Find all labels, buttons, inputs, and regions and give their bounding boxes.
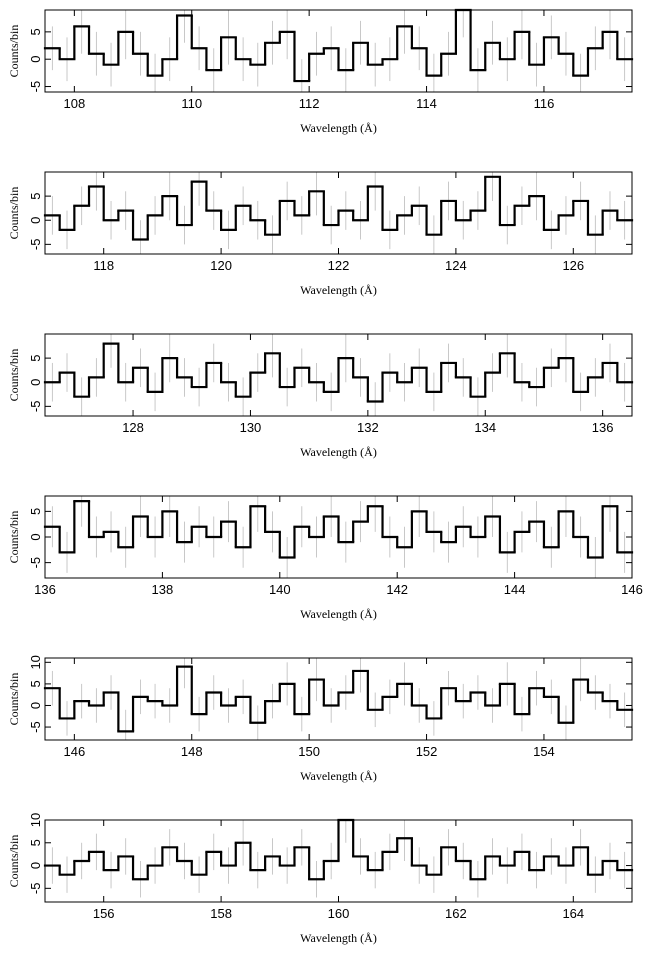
x-tick-label: 150	[298, 744, 320, 759]
x-tick-label: 140	[269, 582, 291, 597]
x-axis-label: Wavelength (Å)	[300, 121, 377, 135]
x-axis-label: Wavelength (Å)	[300, 445, 377, 459]
x-tick-label: 126	[562, 258, 584, 273]
x-axis-label: Wavelength (Å)	[300, 607, 377, 621]
y-tick-label: 5	[28, 355, 43, 362]
y-tick-label: -5	[28, 883, 43, 895]
x-tick-label: 162	[445, 906, 467, 921]
plot-frame	[44, 333, 633, 417]
y-tick-label: 0	[28, 217, 43, 224]
y-axis-label: Counts/bin	[7, 25, 21, 78]
y-axis-label: Counts/bin	[7, 187, 21, 240]
x-tick-label: 146	[621, 582, 643, 597]
x-tick-label: 144	[504, 582, 526, 597]
y-tick-label: 0	[28, 702, 43, 709]
x-tick-label: 120	[210, 258, 232, 273]
y-tick-label: -5	[28, 401, 43, 413]
y-axis-label: Counts/bin	[7, 511, 21, 564]
x-tick-label: 124	[445, 258, 467, 273]
y-axis-label: Counts/bin	[7, 349, 21, 402]
y-tick-label: 0	[28, 533, 43, 540]
y-tick-label: -5	[28, 557, 43, 569]
x-tick-label: 114	[416, 96, 437, 111]
x-tick-label: 146	[63, 744, 85, 759]
x-tick-label: 112	[299, 96, 320, 111]
x-tick-label: 130	[240, 420, 262, 435]
y-tick-label: 0	[28, 379, 43, 386]
x-tick-label: 152	[416, 744, 438, 759]
x-tick-label: 108	[63, 96, 85, 111]
y-tick-label: 5	[28, 839, 43, 846]
y-tick-label: 10	[28, 655, 43, 669]
x-tick-label: 136	[34, 582, 56, 597]
x-axis-label: Wavelength (Å)	[300, 931, 377, 945]
x-tick-label: 134	[474, 420, 496, 435]
x-tick-label: 164	[562, 906, 584, 921]
y-axis-label: Counts/bin	[7, 835, 21, 888]
y-tick-label: 5	[28, 680, 43, 687]
x-tick-label: 110	[181, 96, 202, 111]
x-tick-label: 158	[210, 906, 232, 921]
x-axis-label: Wavelength (Å)	[300, 283, 377, 297]
x-tick-label: 122	[328, 258, 350, 273]
x-axis-label: Wavelength (Å)	[300, 769, 377, 783]
x-tick-label: 118	[93, 258, 114, 273]
x-tick-label: 160	[328, 906, 350, 921]
x-tick-label: 116	[534, 96, 555, 111]
y-tick-label: 0	[28, 862, 43, 869]
y-tick-label: 5	[28, 193, 43, 200]
x-tick-label: 156	[93, 906, 115, 921]
x-tick-label: 148	[181, 744, 203, 759]
x-tick-label: 154	[533, 744, 555, 759]
y-tick-label: 5	[28, 508, 43, 515]
y-tick-label: -5	[28, 239, 43, 251]
y-tick-label: -5	[28, 81, 43, 93]
plot-frame	[44, 9, 633, 93]
x-tick-label: 142	[386, 582, 408, 597]
y-tick-label: 5	[28, 28, 43, 35]
y-tick-label: 10	[28, 813, 43, 827]
y-tick-label: 0	[28, 56, 43, 63]
y-tick-label: -5	[28, 721, 43, 733]
x-tick-label: 132	[357, 420, 379, 435]
y-axis-label: Counts/bin	[7, 673, 21, 726]
x-tick-label: 136	[592, 420, 614, 435]
x-tick-label: 128	[122, 420, 144, 435]
x-tick-label: 138	[152, 582, 174, 597]
plot-frame	[44, 657, 633, 741]
